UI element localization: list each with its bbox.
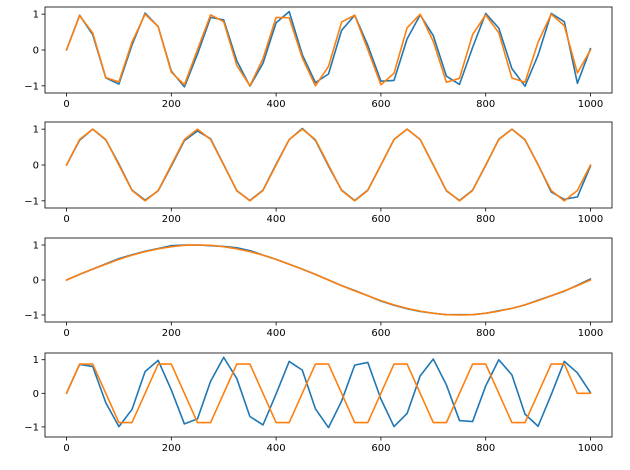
y-tick-label: 0: [33, 389, 39, 400]
series-line-2: [65, 363, 592, 424]
y-tick-label: 0: [33, 161, 39, 172]
subplot-3: 0 200 400 600 800 1000 1 0 −1: [24, 237, 613, 339]
x-tick-label: 800: [476, 99, 495, 110]
y-tick-label: −1: [24, 311, 39, 322]
x-tick-label: 1000: [578, 214, 603, 225]
subplot-1: 0 200 400 600 800 1000 1 0 −1: [24, 6, 613, 110]
y-tick-label: 0: [33, 276, 39, 287]
x-tick-label: 1000: [578, 443, 603, 454]
subplot-4: 0 200 400 600 800 1000 1 0 −1: [24, 352, 613, 454]
x-tick-label: 800: [476, 328, 495, 339]
series-line-2: [65, 128, 592, 202]
x-tick-label: 600: [371, 328, 390, 339]
x-tick-label: 1000: [578, 328, 603, 339]
x-tick-label: 200: [162, 214, 181, 225]
x-tick-label: 400: [267, 99, 286, 110]
y-tick-label: 1: [33, 241, 39, 252]
x-tick-label: 600: [371, 214, 390, 225]
x-tick-label: 400: [267, 328, 286, 339]
series-line-2: [65, 244, 592, 316]
x-tick-label: 800: [476, 214, 495, 225]
y-tick-label: −1: [24, 422, 39, 433]
x-tick-label: 400: [267, 214, 286, 225]
x-tick-label: 200: [162, 99, 181, 110]
y-tick-label: −1: [24, 81, 39, 92]
x-tick-label: 200: [162, 443, 181, 454]
x-tick-label: 0: [63, 214, 69, 225]
y-tick-label: 1: [33, 10, 39, 21]
x-tick-label: 600: [371, 99, 390, 110]
y-tick-label: −1: [24, 196, 39, 207]
x-tick-label: 400: [267, 443, 286, 454]
y-tick-label: 1: [33, 125, 39, 136]
y-tick-label: 1: [33, 355, 39, 366]
x-tick-label: 1000: [578, 99, 603, 110]
axes-frame: [44, 352, 613, 438]
x-tick-label: 0: [63, 328, 69, 339]
y-tick-label: 0: [33, 46, 39, 57]
x-tick-label: 200: [162, 328, 181, 339]
series-line-2: [65, 13, 592, 87]
x-tick-label: 0: [63, 99, 69, 110]
x-tick-label: 800: [476, 443, 495, 454]
subplot-2: 0 200 400 600 800 1000 1 0 −1: [24, 121, 613, 225]
x-tick-label: 600: [371, 443, 390, 454]
x-tick-label: 0: [63, 443, 69, 454]
series-line-1: [65, 356, 592, 429]
